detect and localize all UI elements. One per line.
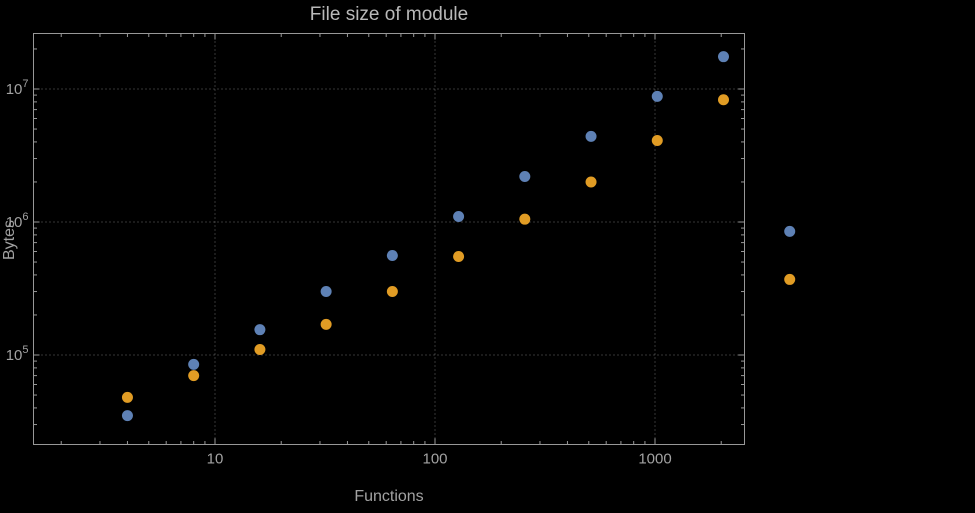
y-tick-label: 105: [6, 344, 29, 364]
data-point-series-orange: [784, 273, 796, 285]
data-point-series-orange: [717, 94, 729, 106]
data-point-series-orange: [320, 318, 332, 330]
data-point-series-blue: [188, 358, 200, 370]
data-point-series-blue: [585, 130, 597, 142]
x-axis-label: Functions: [354, 488, 424, 505]
data-point-series-blue: [519, 170, 531, 182]
data-point-series-blue: [320, 286, 332, 298]
data-point-series-orange: [453, 251, 465, 263]
data-point-series-orange: [188, 370, 200, 382]
chart-title: File size of module: [309, 4, 469, 25]
data-point-series-orange: [254, 343, 266, 355]
data-point-series-blue: [121, 410, 133, 422]
data-point-series-orange: [519, 213, 531, 225]
data-point-series-blue: [453, 210, 465, 222]
data-point-series-blue: [784, 225, 796, 237]
y-tick-label: 106: [6, 211, 29, 231]
data-point-series-orange: [585, 176, 597, 188]
x-tick-label: 100: [422, 451, 447, 468]
data-point-series-orange: [121, 391, 133, 403]
plot-frame: [33, 33, 745, 445]
data-point-series-blue: [651, 90, 663, 102]
data-point-series-blue: [254, 324, 266, 336]
x-tick-label: 1000: [638, 451, 671, 468]
data-point-series-blue: [717, 51, 729, 63]
data-point-series-blue: [386, 249, 398, 261]
x-tick-label: 10: [207, 451, 224, 468]
y-tick-label: 107: [6, 78, 29, 98]
data-point-series-orange: [386, 286, 398, 298]
data-point-series-orange: [651, 134, 663, 146]
